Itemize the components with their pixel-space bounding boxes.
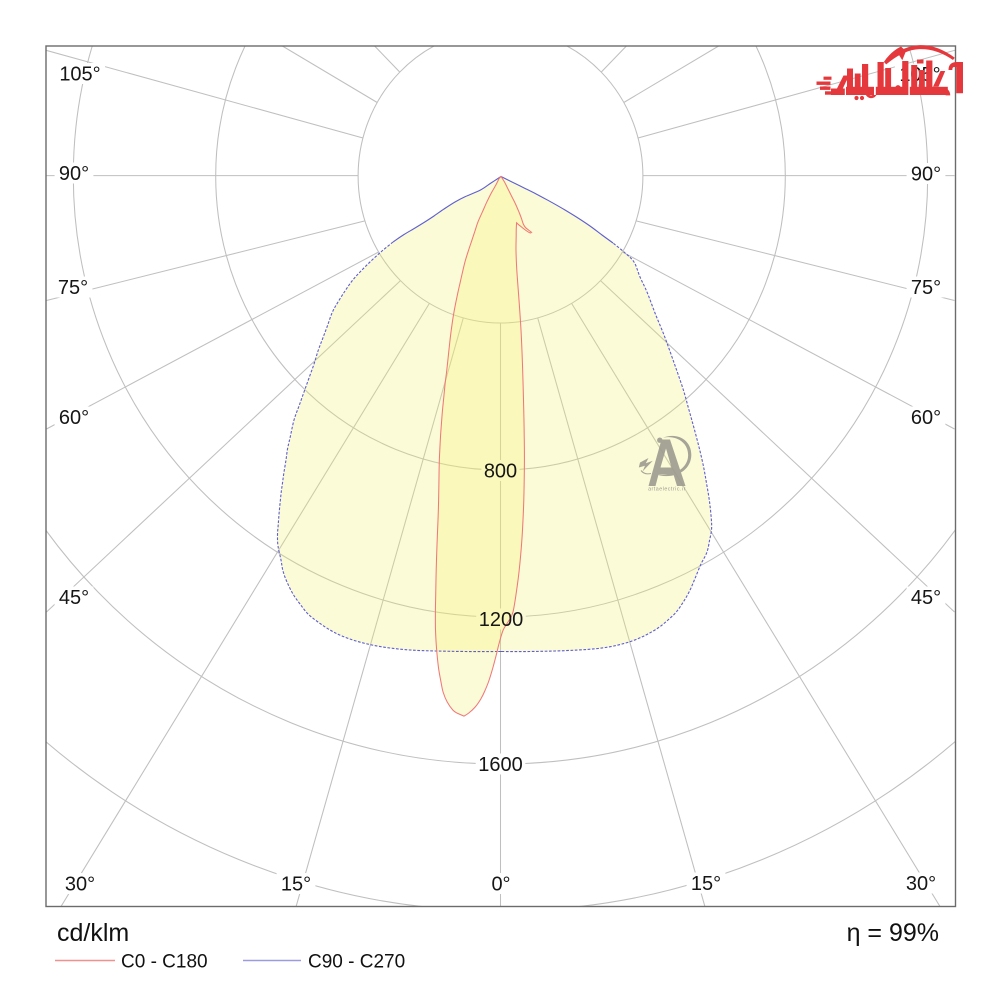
svg-text:30°: 30° — [906, 873, 936, 895]
svg-text:1200: 1200 — [479, 609, 524, 631]
svg-text:cd/klm: cd/klm — [57, 919, 129, 947]
svg-text:η = 99%: η = 99% — [847, 919, 939, 947]
svg-text:60°: 60° — [911, 407, 941, 429]
svg-text:45°: 45° — [59, 587, 89, 609]
svg-text:15°: 15° — [691, 873, 721, 895]
svg-text:800: 800 — [484, 461, 517, 483]
svg-text:artaelectric.ir: artaelectric.ir — [648, 487, 686, 493]
svg-text:C90 - C270: C90 - C270 — [308, 952, 405, 973]
svg-text:90°: 90° — [59, 163, 89, 185]
svg-text:45°: 45° — [911, 587, 941, 609]
svg-text:15°: 15° — [281, 874, 311, 896]
svg-text:0°: 0° — [491, 874, 510, 896]
svg-text:90°: 90° — [911, 164, 941, 186]
svg-text:1600: 1600 — [478, 754, 523, 776]
svg-text:75°: 75° — [911, 277, 941, 299]
svg-text:105°: 105° — [59, 64, 100, 86]
svg-text:75°: 75° — [58, 277, 88, 299]
svg-text:C0 - C180: C0 - C180 — [121, 952, 208, 973]
svg-text:60°: 60° — [59, 407, 89, 429]
svg-text:30°: 30° — [65, 874, 95, 896]
